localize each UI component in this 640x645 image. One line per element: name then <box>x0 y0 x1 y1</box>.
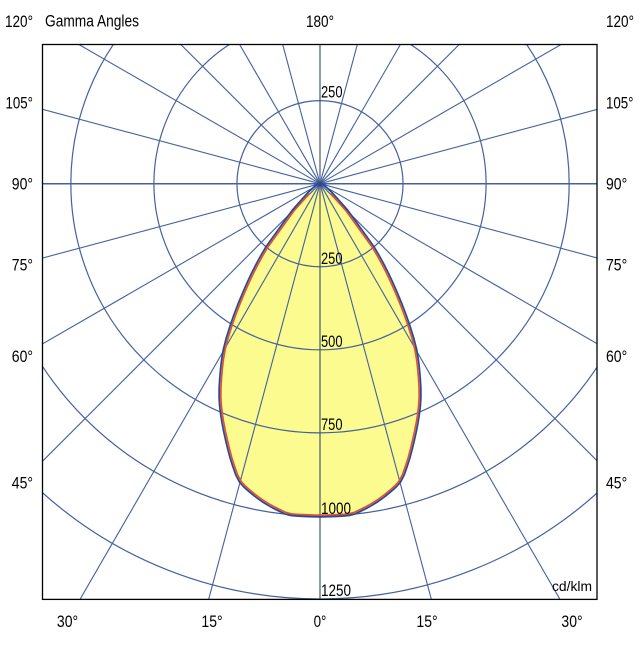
svg-text:45°: 45° <box>12 475 33 493</box>
svg-text:0°: 0° <box>314 613 327 631</box>
svg-text:250: 250 <box>321 250 343 268</box>
svg-text:45°: 45° <box>606 475 627 493</box>
svg-text:180°: 180° <box>306 13 334 31</box>
svg-text:Gamma Angles: Gamma Angles <box>45 13 139 31</box>
svg-text:30°: 30° <box>57 613 78 631</box>
svg-text:cd/klm: cd/klm <box>552 578 592 594</box>
svg-text:90°: 90° <box>606 175 627 193</box>
svg-text:60°: 60° <box>12 348 33 366</box>
svg-text:500: 500 <box>321 333 343 351</box>
svg-text:750: 750 <box>321 416 343 434</box>
svg-text:250: 250 <box>321 84 343 102</box>
svg-text:75°: 75° <box>606 257 627 275</box>
svg-text:120°: 120° <box>606 13 634 31</box>
svg-text:15°: 15° <box>416 613 437 631</box>
svg-text:30°: 30° <box>561 613 582 631</box>
svg-text:90°: 90° <box>12 175 33 193</box>
svg-text:105°: 105° <box>606 94 634 112</box>
svg-text:60°: 60° <box>606 348 627 366</box>
svg-text:1000: 1000 <box>321 500 351 518</box>
svg-text:105°: 105° <box>6 94 34 112</box>
svg-text:1250: 1250 <box>321 582 351 600</box>
svg-text:120°: 120° <box>5 13 33 31</box>
svg-text:75°: 75° <box>12 257 33 275</box>
svg-text:15°: 15° <box>201 613 222 631</box>
